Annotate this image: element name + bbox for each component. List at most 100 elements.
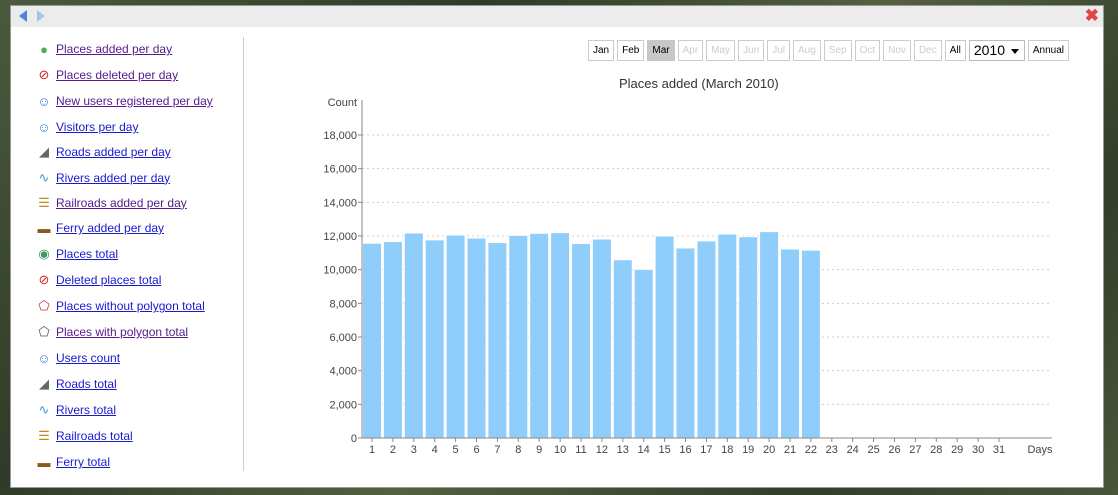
sidebar-item[interactable]: ◢ Roads total — [35, 374, 117, 394]
bar — [738, 236, 759, 439]
y-tick-label: 10,000 — [323, 265, 357, 277]
close-icon[interactable]: ✖ — [1084, 6, 1099, 25]
month-button: Dec — [913, 40, 942, 61]
x-tick-label: 20 — [763, 444, 775, 456]
all-button[interactable]: All — [944, 40, 966, 61]
globe-check-icon: ◉ — [38, 246, 50, 262]
forward-arrow-icon[interactable] — [37, 10, 45, 22]
sidebar-item[interactable]: ◉ Places total — [35, 244, 118, 264]
x-tick-label: 7 — [494, 444, 500, 456]
sidebar-item[interactable]: ∿ Rivers total — [35, 400, 116, 420]
y-tick-label: 6,000 — [329, 332, 357, 344]
sidebar-item[interactable]: ⬠ Places without polygon total — [35, 296, 205, 316]
sidebar-item[interactable]: ☰ Railroads added per day — [35, 193, 187, 213]
x-tick-label: 3 — [411, 444, 417, 456]
user-icon: ☺ — [37, 350, 51, 366]
sidebar-link[interactable]: Users count — [56, 351, 121, 366]
sidebar-link[interactable]: Roads total — [56, 377, 117, 392]
x-tick-label: 6 — [473, 444, 479, 456]
ferry-icon: ▬ — [37, 454, 51, 470]
sidebar-link[interactable]: Places added per day — [56, 42, 173, 56]
bar — [780, 248, 800, 439]
sidebar-item[interactable]: ▬ Ferry added per day — [35, 218, 165, 238]
river-icon: ∿ — [38, 169, 50, 185]
sidebar-item[interactable]: ● Places added per day — [35, 39, 172, 59]
x-tick-label: 26 — [888, 444, 900, 456]
sidebar-item[interactable]: ☺ Visitors per day — [35, 117, 138, 137]
sidebar-link[interactable]: Ferry total — [56, 455, 111, 470]
y-tick-label: 16,000 — [323, 164, 357, 176]
sidebar-item[interactable]: ▬ Ferry total — [35, 452, 111, 472]
sidebar-link[interactable]: Rivers added per day — [56, 170, 171, 185]
bar — [382, 241, 403, 439]
bar — [529, 232, 550, 439]
polygon-x-icon: ⬠ — [38, 298, 50, 314]
railroad-icon: ☰ — [38, 194, 50, 210]
x-tick-label: 22 — [805, 444, 817, 456]
sidebar-link[interactable]: Railroads total — [56, 429, 133, 444]
month-button: Oct — [854, 40, 881, 61]
x-tick-label: 5 — [453, 444, 459, 456]
sidebar-link[interactable]: Places deleted per day — [56, 68, 179, 82]
sidebar-link[interactable]: Railroads added per day — [56, 195, 187, 210]
user-icon: ☺ — [37, 93, 51, 109]
sidebar-link[interactable]: Rivers total — [56, 403, 117, 418]
month-button[interactable]: Mar — [647, 40, 675, 61]
stats-menu: ● Places added per day ⊘ Places deleted per… — [11, 37, 244, 471]
month-button[interactable]: Feb — [617, 40, 645, 61]
plus-circle-icon: ● — [40, 41, 48, 57]
sidebar-link[interactable]: Places without polygon total — [56, 299, 205, 314]
bar — [362, 242, 382, 439]
ferry-icon: ▬ — [37, 220, 51, 236]
sidebar-item[interactable]: ⬠ Places with polygon total — [35, 322, 188, 342]
river-icon: ∿ — [38, 402, 50, 418]
bar — [612, 259, 633, 439]
x-tick-label: 18 — [721, 444, 733, 456]
bar — [571, 243, 591, 439]
bar — [403, 232, 424, 439]
sidebar-item[interactable]: ∿ Rivers added per day — [35, 168, 171, 188]
x-tick-label: 19 — [742, 444, 754, 456]
sidebar-item[interactable]: ⊘ Places deleted per day — [35, 65, 179, 85]
sidebar-item[interactable]: ☺ New users registered per day — [35, 91, 213, 111]
sidebar-link[interactable]: Places with polygon total — [56, 325, 189, 340]
chart-title: Places added (March 2010) — [619, 76, 779, 91]
sidebar-link[interactable]: New users registered per day — [56, 94, 213, 108]
title-bar: ✖ — [11, 6, 1103, 27]
year-select[interactable]: 2010 — [968, 40, 1025, 61]
user-icon: ☺ — [37, 119, 51, 135]
y-tick-label: 18,000 — [323, 130, 357, 142]
month-button: Jun — [738, 40, 765, 61]
sidebar-link[interactable]: Roads added per day — [56, 145, 171, 160]
road-icon: ◢ — [39, 376, 49, 392]
x-axis-label: Days — [1027, 444, 1053, 456]
x-tick-label: 15 — [658, 444, 670, 456]
x-tick-label: 14 — [638, 444, 650, 456]
sidebar-link[interactable]: Visitors per day — [56, 120, 139, 134]
sidebar-item[interactable]: ☺ Users count — [35, 348, 120, 368]
sidebar-item[interactable]: ⊘ Deleted places total — [35, 270, 162, 290]
x-tick-label: 1 — [369, 444, 375, 456]
x-tick-label: 12 — [596, 444, 608, 456]
x-tick-label: 4 — [432, 444, 438, 456]
month-button: May — [706, 40, 736, 61]
bar — [487, 242, 508, 439]
sidebar-link[interactable]: Deleted places total — [56, 273, 162, 288]
bar — [800, 249, 821, 439]
annual-button[interactable]: Annual — [1027, 40, 1069, 61]
x-tick-label: 8 — [515, 444, 521, 456]
railroad-icon: ☰ — [38, 428, 50, 444]
back-arrow-icon[interactable] — [19, 10, 27, 22]
sidebar-link[interactable]: Places total — [56, 247, 119, 262]
road-icon: ◢ — [39, 144, 49, 160]
sidebar-item[interactable]: ◢ Roads added per day — [35, 142, 171, 162]
y-tick-label: 4,000 — [329, 366, 357, 378]
sidebar-link[interactable]: Ferry added per day — [56, 221, 165, 236]
bar — [424, 239, 445, 439]
sidebar-item[interactable]: ☰ Railroads total — [35, 426, 133, 446]
bar — [591, 238, 612, 439]
x-tick-label: 31 — [993, 444, 1005, 456]
month-button[interactable]: Jan — [588, 40, 615, 61]
month-selector: Jan Feb Mar Apr May Jun Jul Aug Sep Oct Nov Dec All 2… — [588, 40, 1069, 61]
